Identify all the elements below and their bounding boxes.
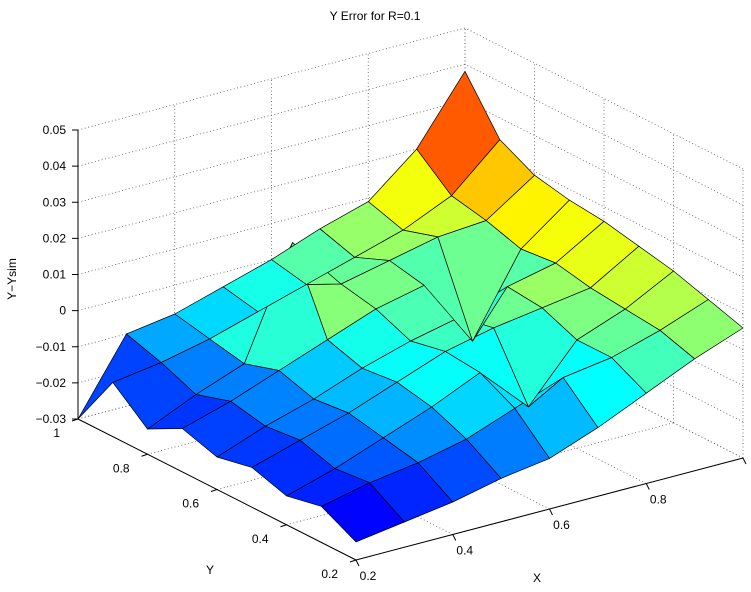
z-tick-label: −0.03 bbox=[36, 412, 67, 426]
x-tick-mark bbox=[355, 559, 360, 567]
z-tick-label: 0.01 bbox=[43, 268, 67, 282]
y-tick-label: 0.6 bbox=[182, 497, 199, 511]
chart-title: Y Error for R=0.1 bbox=[330, 9, 421, 23]
z-tick-label: −0.02 bbox=[36, 376, 67, 390]
y-axis-title: Y bbox=[206, 563, 214, 577]
z-tick-label: 0 bbox=[59, 304, 66, 318]
y-tick-label: 0.8 bbox=[113, 461, 130, 475]
surface-patch bbox=[77, 333, 162, 420]
x-tick-label: 0.8 bbox=[650, 493, 667, 507]
y-tick-mark bbox=[210, 489, 218, 492]
surface-layer bbox=[77, 70, 744, 543]
grid-line-sidewall-z bbox=[464, 27, 744, 170]
x-tick-mark bbox=[742, 457, 747, 465]
x-tick-label: 0.6 bbox=[553, 518, 570, 532]
y-tick-mark bbox=[280, 524, 287, 528]
z-tick-label: 0.05 bbox=[43, 123, 67, 137]
grid-line-sidewall-z bbox=[464, 99, 744, 242]
x-tick-label: 0.4 bbox=[456, 544, 473, 558]
y-tick-mark bbox=[141, 453, 148, 457]
x-tick-label: 0.2 bbox=[360, 569, 377, 583]
y-tick-label: 0.2 bbox=[321, 567, 338, 581]
z-tick-label: 0.02 bbox=[43, 231, 67, 245]
grid-line-backwall-z bbox=[77, 27, 466, 131]
grid-line-backwall-z bbox=[77, 63, 466, 167]
z-tick-label: −0.01 bbox=[36, 340, 67, 354]
z-tick-label: 0.03 bbox=[43, 195, 67, 209]
z-axis-title: Y−Ysim bbox=[5, 258, 19, 300]
x-axis-title: X bbox=[533, 571, 541, 585]
grid-line-backwall-z bbox=[77, 135, 466, 239]
y-tick-label: 0.4 bbox=[252, 532, 269, 546]
y-tick-label: 1 bbox=[53, 426, 60, 440]
x-tick-mark bbox=[549, 508, 553, 516]
x-tick-mark bbox=[645, 483, 650, 490]
axes-layer bbox=[71, 129, 747, 567]
x-tick-mark bbox=[452, 534, 457, 541]
grid-line-backwall-z bbox=[77, 99, 466, 203]
grid-line-backwall-z bbox=[77, 172, 466, 275]
tick-labels-layer: 0.20.40.60.810.20.40.60.81−0.03−0.02−0.0… bbox=[36, 123, 667, 583]
z-tick-label: 0.04 bbox=[43, 159, 67, 173]
grid-line-sidewall-z bbox=[464, 63, 744, 206]
y-tick-mark bbox=[349, 559, 357, 563]
